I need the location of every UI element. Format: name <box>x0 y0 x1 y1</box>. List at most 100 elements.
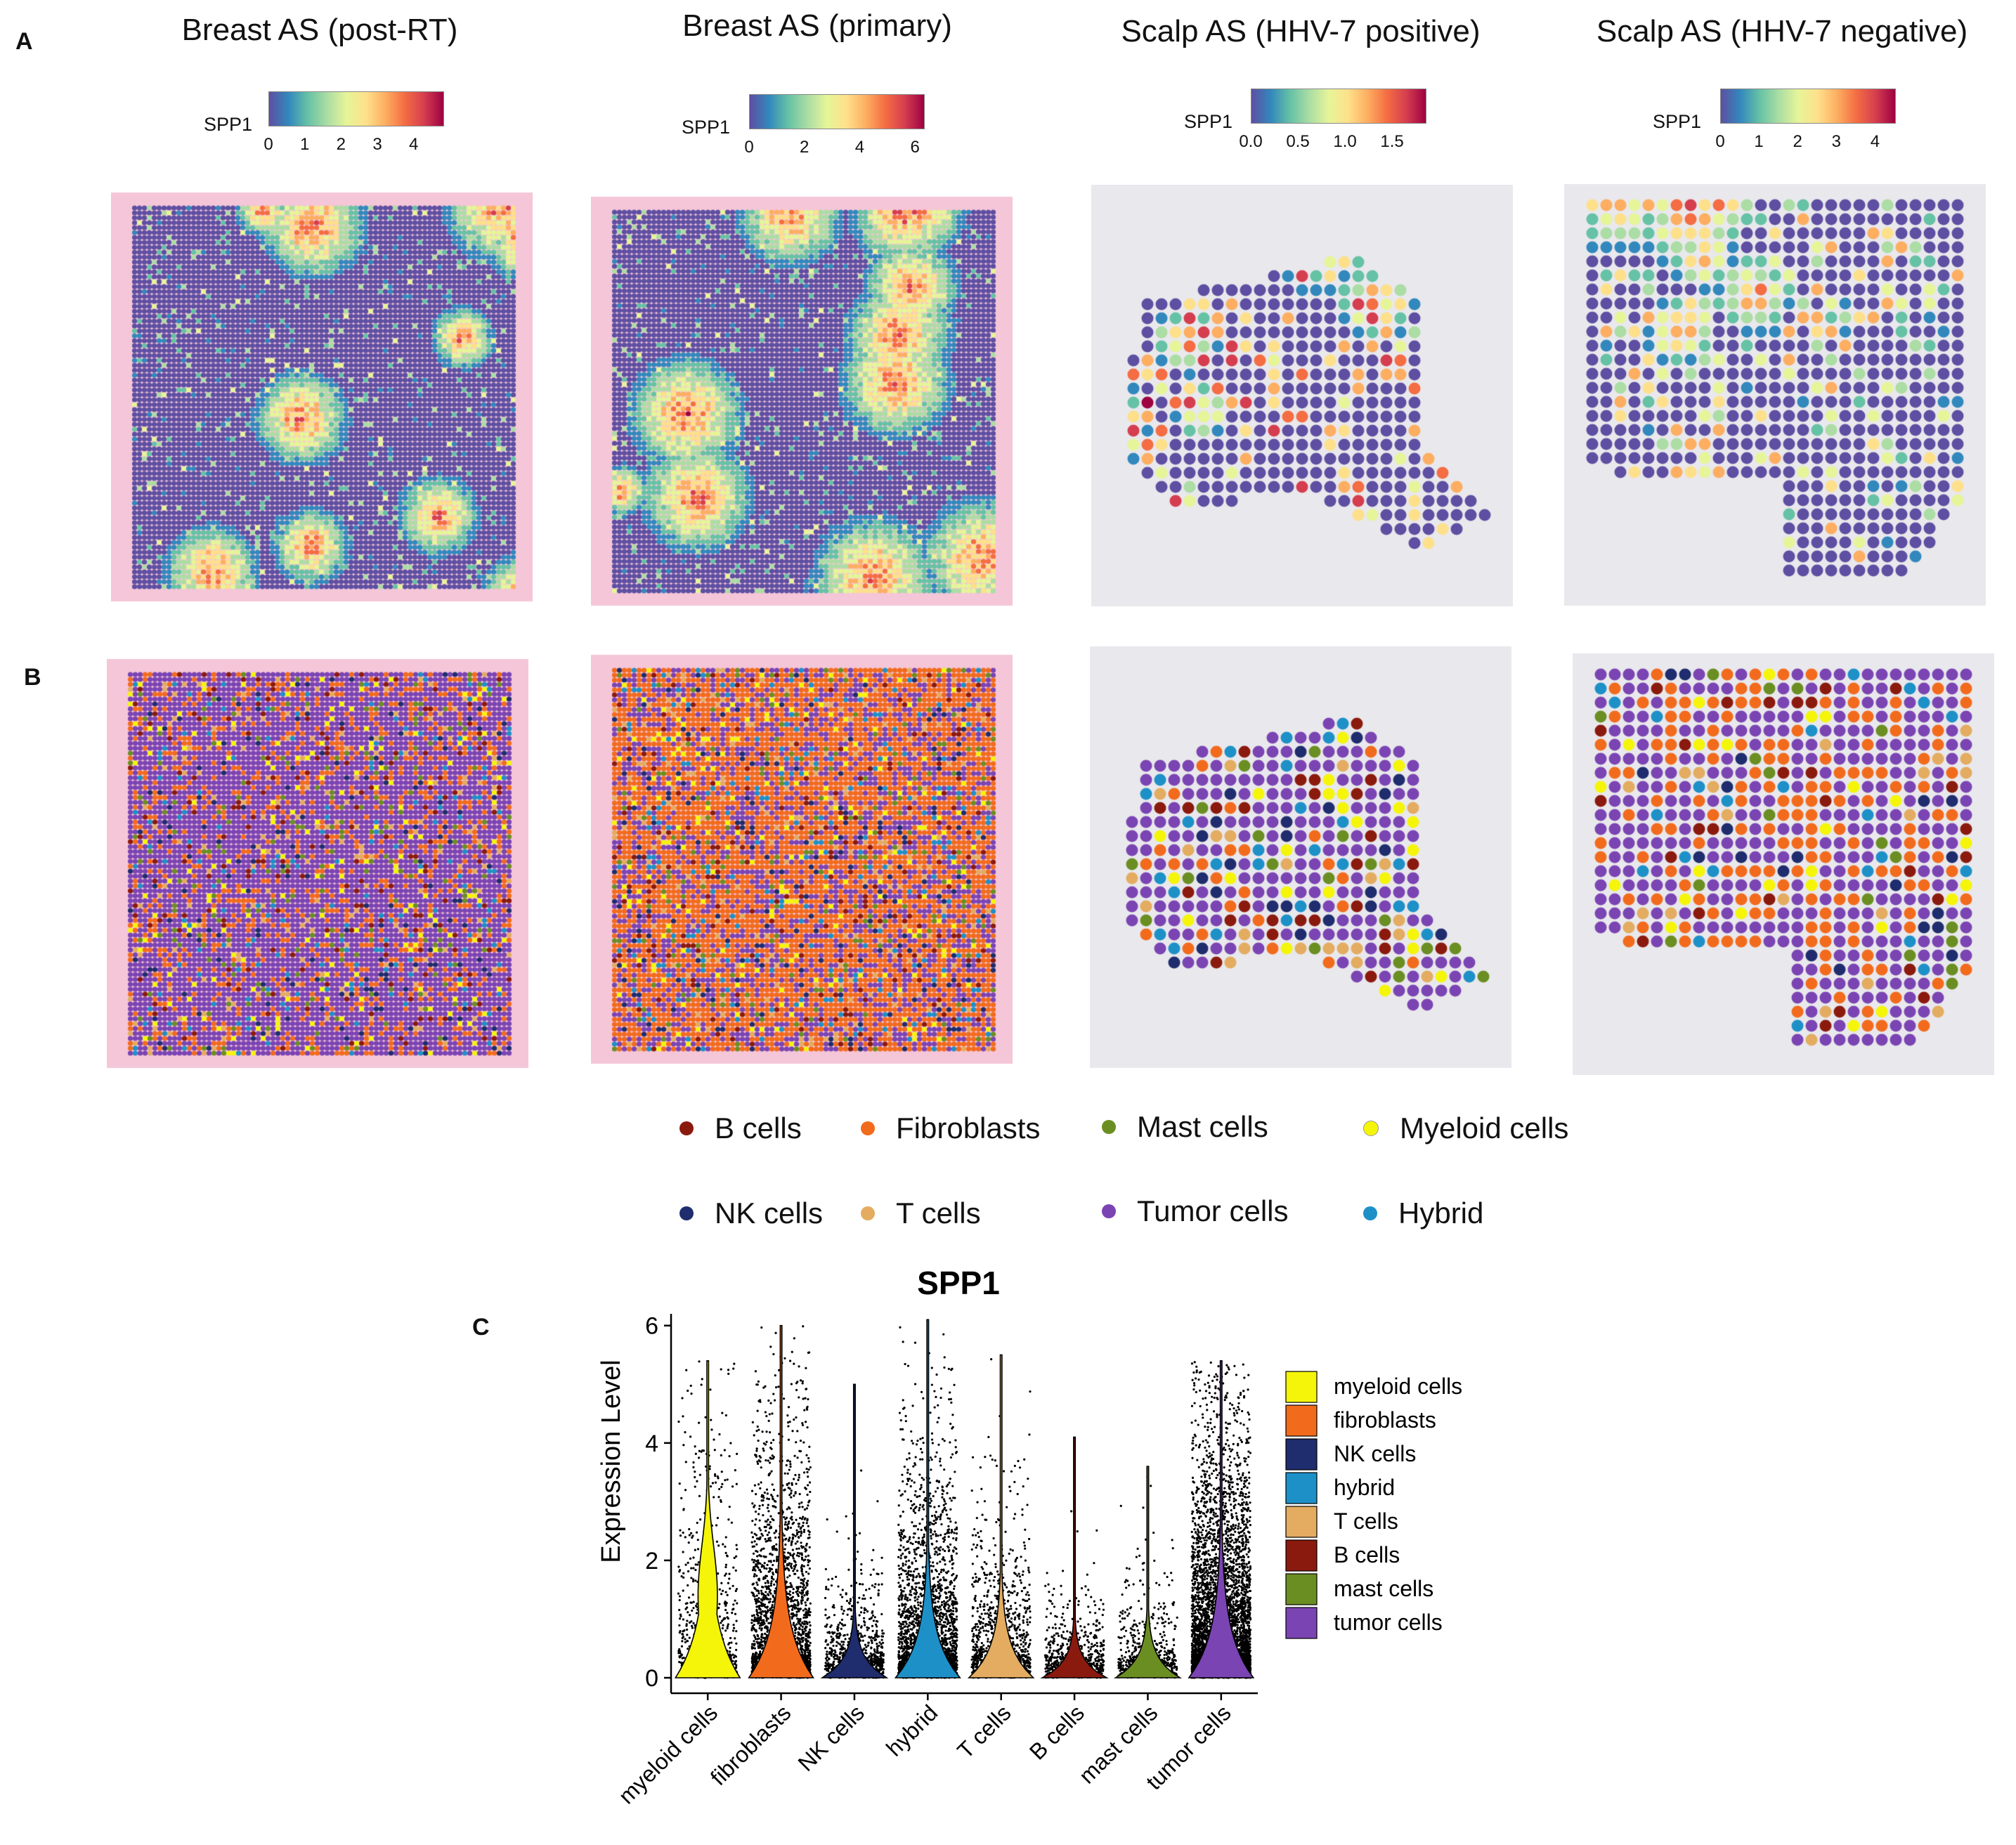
legend-swatch <box>1285 1506 1318 1538</box>
y-tick-label: 4 <box>645 1430 658 1457</box>
legend-swatch <box>1285 1371 1318 1403</box>
color-scale-2: SPP1 0 2 4 6 <box>682 94 949 164</box>
legend-item-t-cells: T cells <box>861 1197 981 1230</box>
scale-tick-label: 4 <box>854 138 865 157</box>
violin-fibroblasts <box>748 1324 814 1678</box>
y-tick-label: 6 <box>645 1313 658 1340</box>
spatial-map-breast-post-rt-spp1 <box>111 187 533 608</box>
violin-tumor-cells <box>1188 1360 1255 1678</box>
y-tick-label: 2 <box>645 1548 658 1575</box>
legend-label: T cells <box>896 1197 981 1230</box>
legend-dot-icon <box>679 1121 694 1135</box>
x-tick-label: fibroblasts <box>705 1700 796 1790</box>
x-tick-label: myeloid cells <box>613 1700 722 1808</box>
scale-tick-label: 1 <box>299 135 310 154</box>
legend-dot-icon <box>1102 1120 1116 1134</box>
legend-label: myeloid cells <box>1334 1374 1462 1399</box>
legend-swatch <box>1285 1539 1318 1572</box>
scale-tick-label: 0.0 <box>1239 132 1263 151</box>
scale-tick-label: 4 <box>1870 132 1880 151</box>
violin-hybrid <box>894 1319 961 1678</box>
x-tick-label: T cells <box>952 1700 1015 1763</box>
color-scale-1: SPP1 0 1 2 3 4 <box>204 91 471 162</box>
legend-label: B cells <box>1334 1542 1400 1567</box>
violin-B-cells <box>1040 1436 1109 1678</box>
legend-swatch <box>1285 1404 1318 1437</box>
panel-label-b: B <box>24 664 41 691</box>
legend-label: hybrid <box>1334 1475 1395 1500</box>
legend-item-myeloid-cells: Myeloid cells <box>1363 1111 1568 1145</box>
scale-tick-label: 2 <box>1793 132 1802 151</box>
legend-label: Hybrid <box>1398 1197 1484 1230</box>
x-tick-label: B cells <box>1025 1700 1089 1764</box>
legend-item-hybrid: Hybrid <box>1363 1197 1483 1230</box>
legend-dot-icon <box>1102 1204 1116 1218</box>
scale-gene-label: SPP1 <box>1184 111 1233 132</box>
legend-label: Fibroblasts <box>896 1111 1041 1145</box>
legend-label: tumor cells <box>1334 1610 1443 1635</box>
violin-myeloid-cells <box>674 1360 741 1678</box>
scale-tick-label: 1 <box>1754 132 1764 151</box>
y-tick-label: 0 <box>645 1665 658 1692</box>
legend-label: mast cells <box>1334 1576 1433 1601</box>
chart-title: SPP1 <box>917 1265 1000 1301</box>
legend-label: NK cells <box>715 1197 824 1230</box>
column-title-breast-primary: Breast AS (primary) <box>682 8 952 43</box>
spatial-map-scalp-hhv7-positive-celltypes <box>1090 646 1511 1068</box>
color-scale-bar <box>749 94 925 129</box>
scale-tick-label: 6 <box>910 138 920 157</box>
legend-label: Mast cells <box>1137 1110 1268 1143</box>
scale-tick-label: 0 <box>1715 132 1725 151</box>
spatial-map-scalp-hhv7-negative-celltypes <box>1573 653 1994 1075</box>
scale-tick-label: 3 <box>372 135 382 154</box>
legend-label: NK cells <box>1334 1441 1416 1466</box>
legend-dot-icon <box>1363 1206 1377 1220</box>
spatial-map-scalp-hhv7-positive-spp1 <box>1091 185 1513 606</box>
x-tick-label: hybrid <box>881 1700 942 1761</box>
legend-item-b-cells: B cells <box>679 1111 802 1145</box>
legend-item-mast-cells: Mast cells <box>1102 1110 1268 1144</box>
scale-tick-label: 1.5 <box>1380 132 1404 151</box>
panel-label-a: A <box>15 28 33 55</box>
scale-tick-label: 1.0 <box>1333 132 1357 151</box>
scale-gene-label: SPP1 <box>1653 111 1702 132</box>
violin-NK-cells <box>820 1383 889 1678</box>
scale-tick-label: 0.5 <box>1286 132 1310 151</box>
y-axis-label: Expression Level <box>597 1360 626 1563</box>
column-title-scalp-hhv7-negative: Scalp AS (HHV-7 negative) <box>1596 14 1968 48</box>
x-tick-label: NK cells <box>793 1700 869 1775</box>
scale-tick-label: 2 <box>800 138 809 157</box>
scale-gene-label: SPP1 <box>204 114 253 135</box>
scale-tick-label: 2 <box>336 135 346 154</box>
color-scale-bar <box>1720 89 1896 124</box>
legend-dot-icon <box>679 1206 694 1220</box>
legend-item-tumor-cells: Tumor cells <box>1102 1194 1288 1228</box>
legend-item-fibroblasts: Fibroblasts <box>861 1111 1040 1145</box>
scale-tick-label: 0 <box>744 138 754 157</box>
color-scale-4: SPP1 0 1 2 3 4 <box>1653 89 1920 159</box>
legend-item-nk-cells: NK cells <box>679 1197 823 1230</box>
violin-mast-cells <box>1113 1466 1182 1678</box>
legend-label: B cells <box>715 1111 802 1145</box>
scale-gene-label: SPP1 <box>682 117 731 138</box>
legend-label: fibroblasts <box>1334 1407 1436 1433</box>
color-scale-bar <box>1251 89 1426 124</box>
legend-swatch <box>1285 1573 1318 1605</box>
legend-dot-icon <box>861 1206 875 1220</box>
column-title-breast-post-rt: Breast AS (post-RT) <box>181 13 458 47</box>
legend-swatch <box>1285 1607 1318 1639</box>
legend-label: Myeloid cells <box>1400 1111 1569 1145</box>
legend-label: T cells <box>1334 1508 1398 1534</box>
column-title-scalp-hhv7-positive: Scalp AS (HHV-7 positive) <box>1121 14 1481 48</box>
violin-T-cells <box>967 1354 1035 1678</box>
legend-swatch <box>1285 1438 1318 1471</box>
spatial-map-breast-primary-spp1 <box>591 191 1013 613</box>
spatial-map-scalp-hhv7-negative-spp1 <box>1564 184 1986 606</box>
spatial-map-breast-post-rt-celltypes <box>107 653 528 1075</box>
legend-swatch <box>1285 1472 1318 1504</box>
color-scale-bar <box>268 91 444 126</box>
scale-tick-label: 0 <box>264 135 273 154</box>
color-scale-3: SPP1 0.0 0.5 1.0 1.5 <box>1184 89 1451 159</box>
scale-tick-label: 3 <box>1831 132 1842 151</box>
